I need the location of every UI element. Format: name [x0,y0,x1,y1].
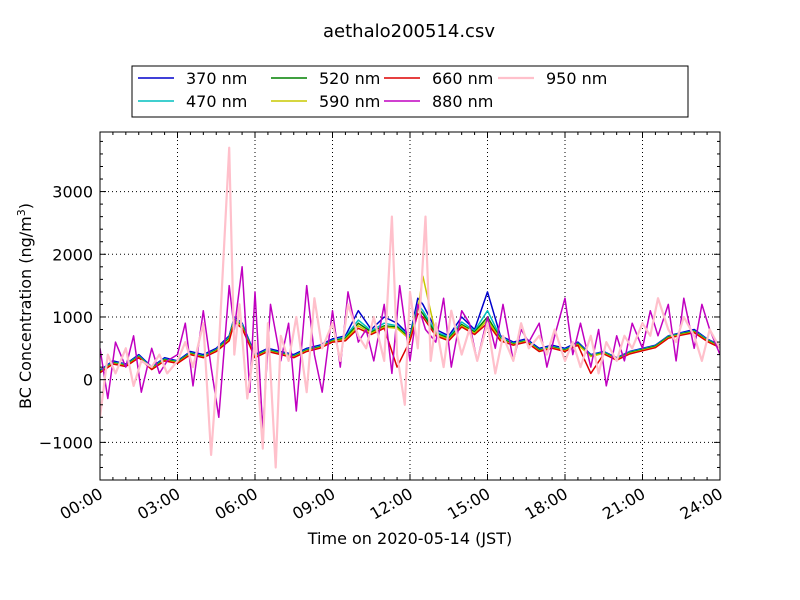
x-tick-label: 09:00 [289,484,338,524]
x-tick-label: 18:00 [522,484,571,524]
legend-label: 370 nm [186,69,247,88]
y-axis-label-sup: 3 [15,209,28,216]
y-tick-label: 3000 [52,183,93,202]
x-tick-label: 00:00 [57,484,106,524]
legend: 370 nm 470 nm 520 nm 590 nm 660 nm 880 nm 950 … [131,65,689,118]
y-tick-label: −1000 [39,433,93,452]
x-tick-label: 03:00 [134,484,183,524]
y-axis-label-base: BC Concentration (ng/m [16,216,35,409]
legend-label: 590 nm [319,92,380,111]
x-axis-label: Time on 2020-05-14 (JST) [307,529,512,548]
y-tick-label: 0 [83,371,93,390]
grid-lines [100,132,720,480]
legend-label: 660 nm [432,69,493,88]
x-tick-label: 06:00 [212,484,261,524]
series-line-5 [100,266,720,431]
legend-label: 520 nm [319,69,380,88]
x-tick-label: 24:00 [677,484,726,524]
legend-label: 950 nm [546,69,607,88]
y-axis-label-tail: ) [16,203,35,209]
x-tick-label: 12:00 [367,484,416,524]
y-axis-label: BC Concentration (ng/m3) [15,203,35,409]
series-lines [100,146,720,469]
x-tick-label: 15:00 [444,484,493,524]
y-tick-label: 1000 [52,308,93,327]
legend-frame [131,65,689,118]
chart-title: aethalo200514.csv [323,21,495,42]
x-tick-label: 21:00 [599,484,648,524]
legend-label: 880 nm [432,92,493,111]
series-line-6 [100,146,720,469]
plot-frame [99,131,721,481]
y-tick-label: 2000 [52,245,93,264]
legend-label: 470 nm [186,92,247,111]
